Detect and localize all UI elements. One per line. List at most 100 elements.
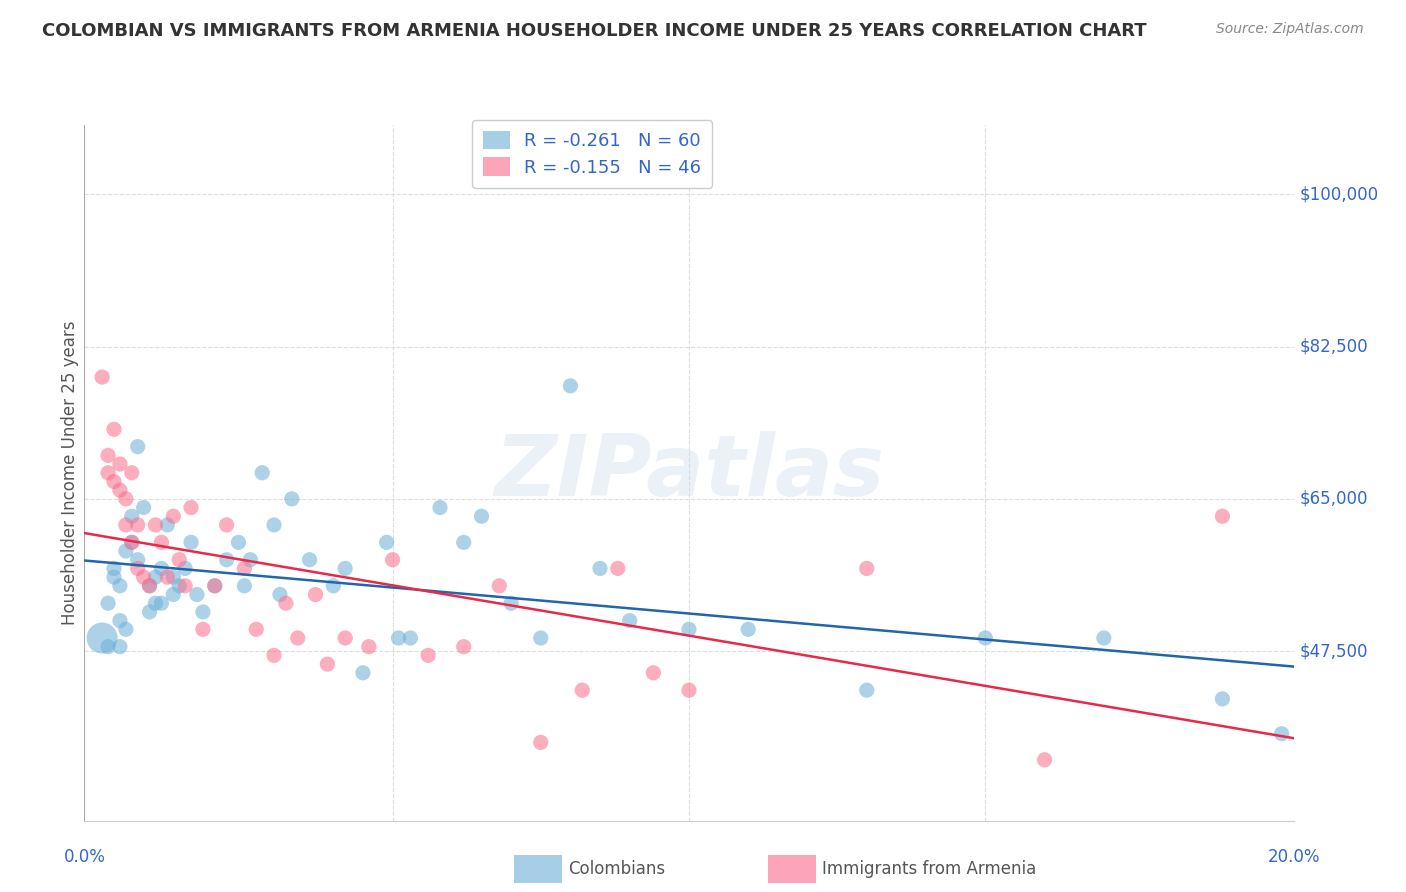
Point (156, 570, 179, 584)
Point (97, 466, 120, 480)
Point (322, 579, 344, 593)
Point (501, 596, 523, 610)
Point (571, 683, 593, 698)
Text: $65,000: $65,000 (1299, 490, 1368, 508)
Point (1211, 692, 1233, 706)
Point (737, 623, 759, 637)
Point (1211, 509, 1233, 524)
Point (108, 579, 131, 593)
Point (121, 466, 143, 480)
Point (162, 509, 184, 524)
Point (145, 517, 167, 532)
Point (115, 517, 138, 532)
Point (250, 466, 273, 480)
Point (156, 517, 179, 532)
Point (108, 457, 131, 471)
Point (204, 579, 226, 593)
Point (316, 657, 339, 671)
Text: COLOMBIAN VS IMMIGRANTS FROM ARMENIA HOUSEHOLDER INCOME UNDER 25 YEARS CORRELATI: COLOMBIAN VS IMMIGRANTS FROM ARMENIA HOU… (42, 22, 1147, 40)
Point (127, 561, 149, 575)
Point (132, 500, 155, 515)
Point (298, 552, 321, 567)
Text: 20.0%: 20.0% (1267, 848, 1320, 866)
Point (174, 561, 197, 575)
Text: $82,500: $82,500 (1299, 338, 1368, 356)
Point (387, 631, 409, 645)
Point (619, 614, 641, 628)
Point (589, 561, 612, 575)
Text: Source: ZipAtlas.com: Source: ZipAtlas.com (1216, 22, 1364, 37)
Text: $47,500: $47,500 (1299, 642, 1368, 660)
Point (132, 570, 155, 584)
Point (274, 596, 297, 610)
Text: ZIPatlas: ZIPatlas (494, 431, 884, 515)
Point (191, 605, 214, 619)
Point (560, 378, 582, 392)
Point (150, 561, 173, 575)
Point (108, 640, 131, 654)
Point (245, 623, 267, 637)
Point (145, 596, 167, 610)
Point (121, 535, 143, 549)
Point (91, 370, 114, 384)
Point (530, 735, 553, 749)
Point (115, 544, 138, 558)
Point (204, 579, 226, 593)
Point (138, 605, 160, 619)
Point (287, 631, 309, 645)
Point (1092, 631, 1115, 645)
Point (121, 535, 143, 549)
Point (162, 570, 184, 584)
Point (281, 491, 304, 506)
Point (115, 623, 138, 637)
Point (97, 640, 120, 654)
Legend: R = -0.261   N = 60, R = -0.155   N = 46: R = -0.261 N = 60, R = -0.155 N = 46 (472, 120, 713, 187)
Point (191, 623, 214, 637)
Point (606, 561, 628, 575)
Bar (513, 855, 562, 883)
Point (263, 648, 285, 663)
Point (215, 552, 238, 567)
Point (1271, 726, 1294, 740)
Point (103, 570, 125, 584)
Point (399, 631, 422, 645)
Point (678, 623, 700, 637)
Point (381, 552, 404, 567)
Point (530, 631, 553, 645)
Text: Colombians: Colombians (568, 861, 665, 879)
Point (453, 535, 475, 549)
Text: 0.0%: 0.0% (63, 848, 105, 866)
Point (855, 561, 877, 575)
Text: Immigrants from Armenia: Immigrants from Armenia (823, 861, 1036, 879)
Point (121, 509, 143, 524)
Point (150, 535, 173, 549)
Point (167, 579, 190, 593)
Point (269, 588, 291, 602)
Point (108, 483, 131, 498)
Point (855, 683, 877, 698)
Point (162, 588, 184, 602)
Point (167, 552, 190, 567)
Point (138, 579, 160, 593)
Point (97, 596, 120, 610)
Point (174, 579, 197, 593)
Point (678, 683, 700, 698)
Point (215, 517, 238, 532)
Point (180, 535, 202, 549)
Point (103, 475, 125, 489)
Point (304, 588, 326, 602)
Point (150, 596, 173, 610)
Point (228, 535, 250, 549)
Point (488, 579, 510, 593)
Point (138, 579, 160, 593)
Point (103, 422, 125, 436)
Bar (768, 855, 815, 883)
Point (145, 570, 167, 584)
Point (127, 517, 149, 532)
Point (643, 665, 665, 680)
Point (233, 561, 256, 575)
Point (974, 631, 997, 645)
Point (91, 631, 114, 645)
Point (108, 614, 131, 628)
Point (186, 588, 208, 602)
